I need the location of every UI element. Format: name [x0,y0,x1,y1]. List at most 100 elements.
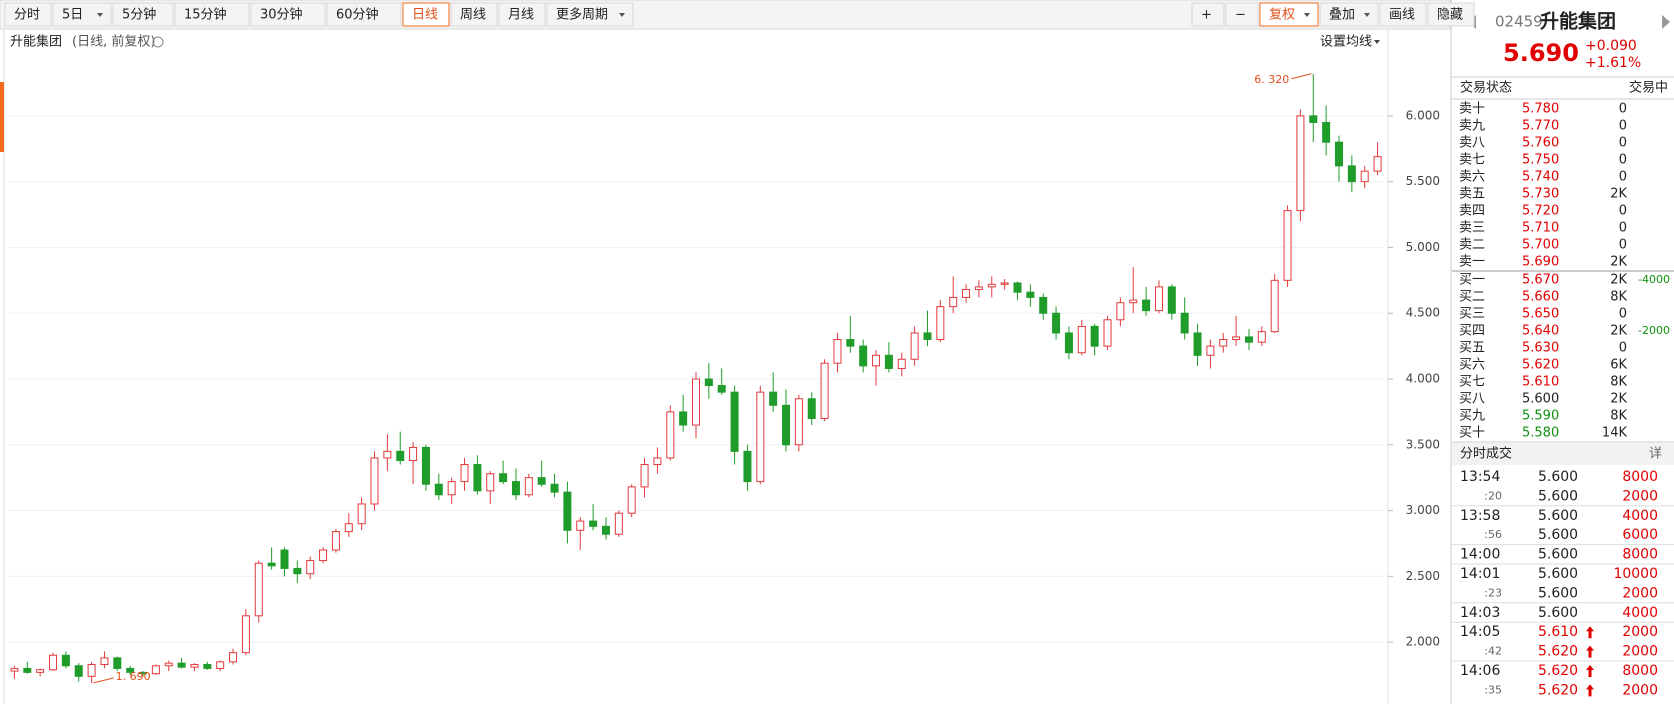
candle-body [1334,141,1343,167]
candle-body [1103,319,1112,347]
menu-caret [1374,40,1380,44]
settings-icon[interactable] [152,36,164,48]
candle-body [910,332,919,360]
next-arrow[interactable] [1662,15,1670,29]
book-price: 5.630 [1522,341,1559,356]
toolbar-button[interactable] [326,2,402,27]
candle-body [782,404,791,446]
candle-body [897,358,906,369]
candle-body [859,345,868,367]
candle-body [1296,115,1305,212]
annotation: 6. 320 [1254,73,1289,86]
candle-body [1026,291,1035,298]
toolbar-button[interactable] [498,2,546,27]
candle-body [717,385,726,393]
candle-body [1244,336,1253,343]
candle-body [100,657,109,665]
candle-body [1116,302,1125,321]
annotation-arrow [93,677,114,684]
trade-price: 5.610 [1538,624,1578,640]
menu-caret [1304,13,1310,17]
candle-body [614,512,623,535]
candle-body [563,491,572,531]
candle-body [730,391,739,452]
trade-time: :56 [1484,528,1502,541]
book-level: 买二 [1459,290,1485,305]
trade-price: 5.620 [1538,682,1578,698]
book-price: 5.600 [1522,392,1559,407]
candle-body [576,520,585,531]
book-price: 5.780 [1522,102,1559,117]
toolbar-button[interactable] [1225,2,1259,27]
toolbar-label: − [1235,8,1246,23]
toolbar-button[interactable] [1427,2,1475,27]
candle-body [254,562,263,617]
toolbar-label: 隐藏 [1437,8,1463,23]
candle-body [1077,325,1086,354]
ma-button[interactable]: 设置均线 [1320,35,1372,50]
toolbar-button[interactable] [1259,2,1319,27]
menu-caret [619,13,625,17]
toolbar-button[interactable] [1319,2,1379,27]
candle-body [434,483,443,496]
candle-body [537,477,546,485]
candle-body [229,652,238,663]
toolbar-button[interactable] [52,2,112,27]
toolbar-label: 60分钟 [336,7,379,23]
annotation: 1. 690 [116,670,151,683]
chart-subtitle: (日线, 前复权) [72,34,155,50]
toolbar-label: 5分钟 [122,7,156,23]
trade-time: :23 [1484,586,1502,599]
toolbar-label: 30分钟 [260,7,303,23]
candle-body [1142,299,1151,312]
candle-body [460,464,469,483]
book-price: 5.730 [1522,187,1559,202]
trade-time: 13:54 [1460,469,1500,485]
candle-body [1052,312,1061,334]
book-price: 5.740 [1522,170,1559,185]
trade-volume: 2000 [1622,624,1658,640]
toolbar-button[interactable] [4,2,52,27]
toolbar-label: 月线 [508,8,534,23]
up-arrow [1586,684,1594,697]
toolbar-button[interactable] [1191,2,1225,27]
candle-body [884,354,893,369]
toolbar-button[interactable] [174,2,250,27]
toolbar-button[interactable] [402,2,450,27]
book-price: 5.640 [1522,324,1559,339]
book-level: 买九 [1459,409,1485,424]
annotation-arrow [1291,73,1312,80]
candle-body [203,663,212,669]
candle-body [1257,331,1266,343]
candle-body [36,669,45,673]
candle-body [704,378,713,387]
toolbar-button[interactable] [250,2,326,27]
book-level: 卖七 [1459,153,1485,168]
trade-price: 5.600 [1538,488,1578,504]
book-level: 买六 [1459,358,1485,373]
candle-body [486,473,495,492]
candle-body [1309,115,1318,123]
trade-time: 13:58 [1460,508,1500,524]
candle-body [126,667,135,673]
y-tick-label: 3.000 [1406,503,1440,517]
toolbar-button[interactable] [1379,2,1427,27]
toolbar-button[interactable] [450,2,498,27]
candle-body [1090,325,1099,347]
toolbar-button[interactable] [112,2,174,27]
book-level: 卖八 [1459,136,1485,151]
y-tick-label: 6.000 [1406,108,1440,122]
book-level: 买一 [1459,273,1485,288]
detail-button[interactable]: 详 [1649,447,1662,462]
y-tick-label: 3.500 [1406,437,1440,451]
trade-price: 5.600 [1538,605,1578,621]
toolbar-button[interactable] [546,2,634,27]
candle-body [306,560,315,575]
candle-body [190,663,199,668]
candle-body [949,296,958,308]
toolbar-label: 5日 [62,8,83,23]
book-volume: 2K [1610,187,1627,202]
up-arrow [1586,665,1594,677]
y-tick-label: 2.000 [1406,635,1440,649]
book-volume: 2K [1610,324,1627,339]
